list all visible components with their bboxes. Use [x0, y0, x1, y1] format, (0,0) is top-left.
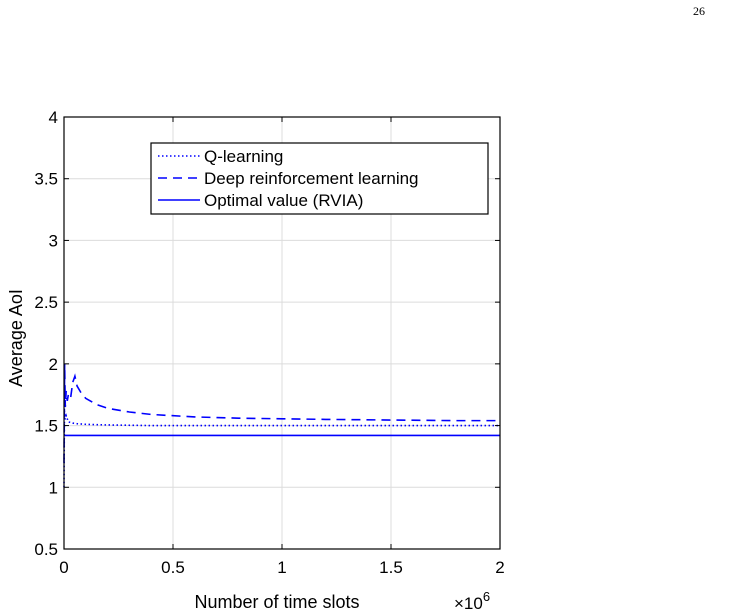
x-axis-label: Number of time slots: [194, 592, 359, 612]
y-tick-label: 1.5: [34, 417, 58, 436]
legend: Q-learning Deep reinforcement learning Opt…: [150, 142, 489, 215]
series-line-dashed: [63, 363, 500, 463]
x-tick-label: 0: [59, 558, 68, 577]
y-tick-label: 3.5: [34, 170, 58, 189]
legend-box: [150, 142, 489, 215]
legend-entry-label: Optimal value (RVIA): [204, 191, 363, 210]
axis-ticks: [63, 116, 501, 550]
y-tick-label: 3: [49, 231, 58, 250]
y-tick-label: 1: [49, 478, 58, 497]
y-tick-label: 2: [49, 355, 58, 374]
y-tick-label: 4: [49, 108, 58, 127]
series-layer: [63, 363, 500, 488]
series-line-dotted: [63, 410, 500, 488]
x-axis-multiplier: ×106: [454, 589, 490, 613]
legend-entry-label: Deep reinforcement learning: [204, 169, 419, 188]
y-tick-label: 2.5: [34, 293, 58, 312]
y-tick-label: 0.5: [34, 540, 58, 559]
x-multiplier-base: ×10: [454, 594, 483, 613]
x-tick-label: 1: [277, 558, 286, 577]
x-tick-label: 2: [495, 558, 504, 577]
y-axis-label: Average AoI: [6, 289, 26, 387]
legend-entry-label: Q-learning: [204, 147, 283, 166]
tick-labels: 0 0.5 1 1.5 20.511.522.533.54: [34, 108, 504, 577]
x-tick-label: 1.5: [379, 558, 403, 577]
page-number: 26: [693, 4, 705, 18]
x-tick-label: 0.5: [161, 558, 185, 577]
x-multiplier-exponent: 6: [483, 589, 490, 604]
